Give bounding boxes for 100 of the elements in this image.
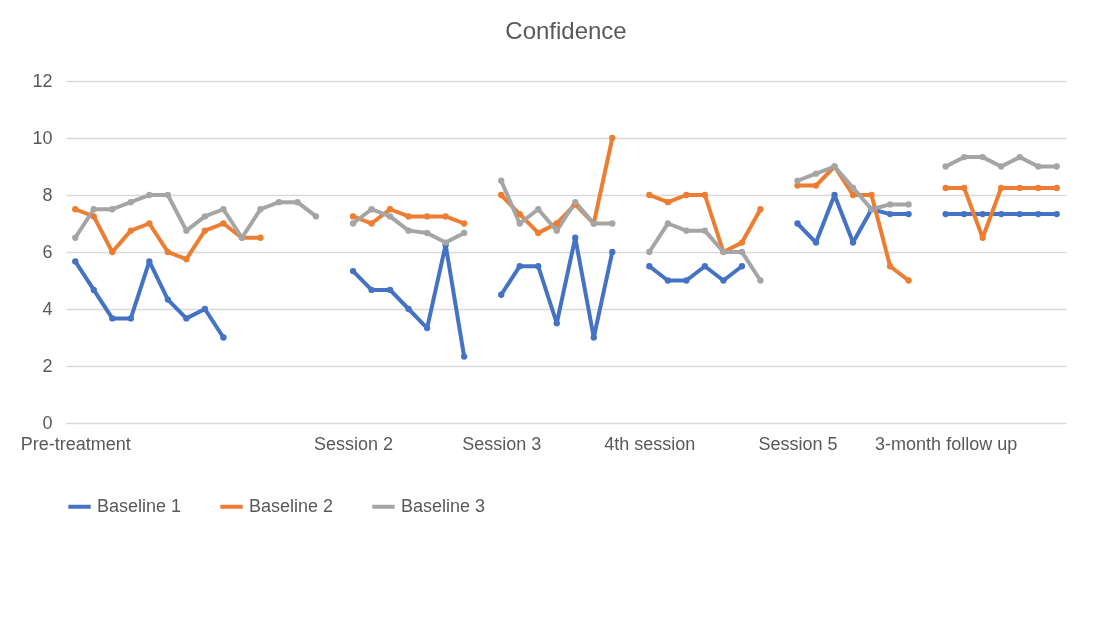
point	[423, 229, 431, 237]
x-tick-label: 3-month follow up	[875, 433, 1018, 454]
point	[609, 248, 616, 256]
point	[275, 198, 283, 206]
point	[849, 184, 857, 192]
point	[942, 163, 949, 170]
point	[738, 248, 746, 256]
point	[349, 220, 357, 227]
point	[1053, 163, 1060, 170]
point	[405, 227, 412, 234]
point	[164, 296, 172, 303]
point	[498, 291, 505, 298]
point	[812, 170, 820, 177]
y-tick-label: 0	[42, 412, 53, 433]
point	[998, 163, 1005, 170]
point	[127, 315, 134, 322]
point	[349, 213, 357, 220]
point	[979, 153, 986, 161]
x-tick-label: Session 2	[314, 433, 394, 454]
point	[535, 263, 542, 270]
point	[738, 263, 746, 270]
point	[1053, 184, 1060, 192]
point	[757, 206, 764, 213]
point	[942, 210, 949, 218]
point	[998, 184, 1005, 192]
point	[201, 213, 209, 220]
y-tick-label: 2	[42, 355, 53, 376]
point	[72, 234, 79, 241]
point	[1035, 210, 1042, 218]
x-tick-label: 4th session	[604, 433, 696, 454]
point	[498, 177, 505, 184]
point	[312, 213, 320, 220]
point	[368, 286, 375, 294]
point	[164, 248, 172, 256]
point	[386, 206, 394, 213]
point	[590, 334, 597, 341]
point	[183, 315, 190, 322]
point	[423, 213, 431, 220]
point	[1016, 184, 1023, 192]
point	[127, 227, 134, 234]
point	[905, 277, 912, 284]
point	[1016, 210, 1023, 218]
x-tick-label: Session 3	[462, 433, 542, 454]
point	[146, 191, 153, 199]
point	[609, 220, 616, 227]
point	[442, 213, 449, 220]
point	[201, 305, 209, 313]
point	[886, 263, 894, 270]
point	[164, 191, 172, 199]
point	[886, 210, 894, 218]
point	[960, 153, 968, 161]
point	[183, 255, 190, 263]
point	[646, 263, 653, 270]
point	[701, 263, 709, 270]
legend-label: Baseline 2	[249, 495, 334, 516]
point	[1035, 184, 1042, 192]
point	[257, 234, 264, 241]
y-tick-label: 12	[32, 70, 53, 91]
point	[405, 213, 412, 220]
point	[535, 206, 542, 213]
point	[646, 191, 653, 199]
point	[572, 234, 579, 241]
point	[516, 210, 523, 218]
point	[701, 227, 709, 234]
point	[460, 220, 468, 227]
point	[886, 201, 894, 208]
point	[460, 353, 468, 360]
point	[201, 227, 209, 234]
point	[849, 239, 857, 246]
point	[720, 277, 727, 284]
point	[738, 239, 746, 246]
point	[849, 191, 857, 199]
point	[905, 201, 912, 208]
y-tick-label: 10	[32, 127, 53, 148]
point	[460, 229, 468, 237]
point	[1016, 153, 1023, 161]
point	[812, 182, 820, 189]
legend-label: Baseline 1	[97, 495, 182, 516]
point	[535, 229, 542, 237]
y-tick-label: 6	[42, 241, 53, 262]
point	[757, 277, 764, 284]
point	[294, 198, 301, 206]
point	[868, 191, 875, 199]
point	[701, 191, 709, 199]
point	[368, 206, 375, 213]
point	[90, 206, 97, 213]
point	[683, 227, 690, 234]
point	[664, 220, 672, 227]
point	[90, 213, 97, 220]
point	[794, 177, 801, 184]
point	[423, 324, 431, 332]
point	[664, 198, 672, 206]
point	[109, 206, 116, 213]
point	[960, 210, 968, 218]
point	[386, 213, 394, 220]
point	[72, 258, 79, 265]
y-tick-label: 4	[42, 298, 53, 319]
point	[386, 286, 394, 294]
point	[349, 267, 357, 275]
point	[368, 220, 375, 227]
